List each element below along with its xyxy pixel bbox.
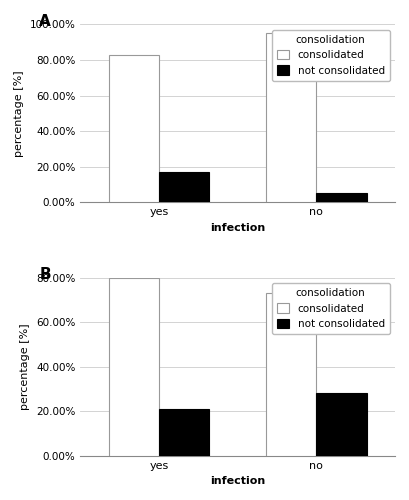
Legend: consolidated, not consolidated: consolidated, not consolidated xyxy=(272,30,390,81)
Legend: consolidated, not consolidated: consolidated, not consolidated xyxy=(272,283,390,335)
Bar xyxy=(108,278,159,456)
Bar xyxy=(266,34,317,202)
Bar xyxy=(108,54,159,202)
Text: A: A xyxy=(39,14,51,28)
X-axis label: infection: infection xyxy=(210,476,265,486)
Y-axis label: percentage [%]: percentage [%] xyxy=(20,324,30,410)
Bar xyxy=(317,194,367,202)
Bar xyxy=(317,394,367,456)
Bar xyxy=(159,409,209,456)
Bar xyxy=(266,294,317,456)
Y-axis label: percentage [%]: percentage [%] xyxy=(14,70,24,156)
Text: B: B xyxy=(39,267,51,282)
X-axis label: infection: infection xyxy=(210,222,265,232)
Bar xyxy=(159,172,209,202)
